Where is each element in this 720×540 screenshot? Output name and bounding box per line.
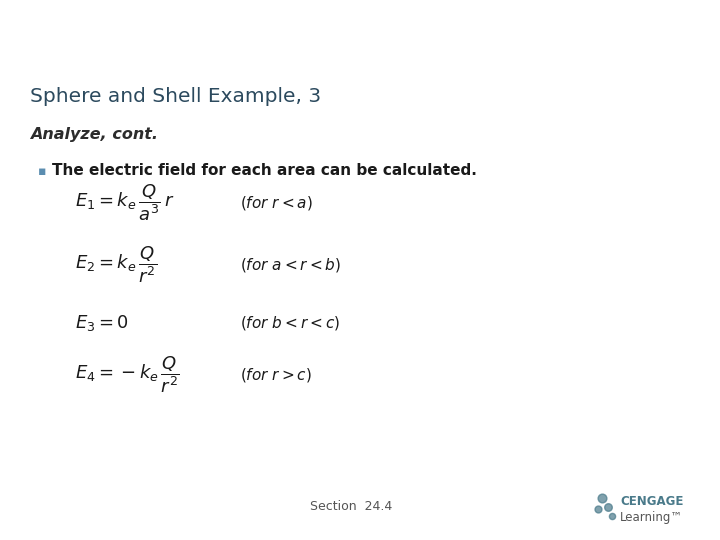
Text: $(for\ a < r < b)$: $(for\ a < r < b)$ (240, 255, 341, 274)
Text: $E_3 = 0$: $E_3 = 0$ (75, 313, 129, 333)
Polygon shape (0, 0, 101, 45)
Text: $E_1 = k_e\,\dfrac{Q}{a^3}\,r$: $E_1 = k_e\,\dfrac{Q}{a^3}\,r$ (75, 182, 174, 223)
Polygon shape (418, 0, 634, 45)
Text: Learning™: Learning™ (620, 510, 683, 524)
Text: $(for\ b < r < c)$: $(for\ b < r < c)$ (240, 314, 341, 332)
Polygon shape (180, 0, 446, 45)
Point (596, 493, 608, 502)
Point (602, 502, 613, 511)
Text: $E_4 = -k_e\,\dfrac{Q}{r^2}$: $E_4 = -k_e\,\dfrac{Q}{r^2}$ (75, 354, 179, 395)
Text: The electric field for each area can be calculated.: The electric field for each area can be … (52, 163, 477, 178)
Text: Section  24.4: Section 24.4 (310, 500, 392, 512)
Polygon shape (302, 0, 562, 45)
Polygon shape (432, 0, 720, 45)
Text: $(for\ r < a)$: $(for\ r < a)$ (240, 193, 312, 212)
Text: Sphere and Shell Example, 3: Sphere and Shell Example, 3 (30, 86, 321, 105)
Text: Analyze, cont.: Analyze, cont. (30, 126, 158, 141)
Text: CENGAGE: CENGAGE (620, 495, 683, 508)
Text: $E_2 = k_e\,\dfrac{Q}{r^2}$: $E_2 = k_e\,\dfrac{Q}{r^2}$ (75, 244, 158, 285)
Point (593, 504, 604, 513)
Text: $(for\ r > c)$: $(for\ r > c)$ (240, 366, 312, 383)
Point (606, 511, 618, 520)
Text: ▪: ▪ (38, 165, 47, 178)
